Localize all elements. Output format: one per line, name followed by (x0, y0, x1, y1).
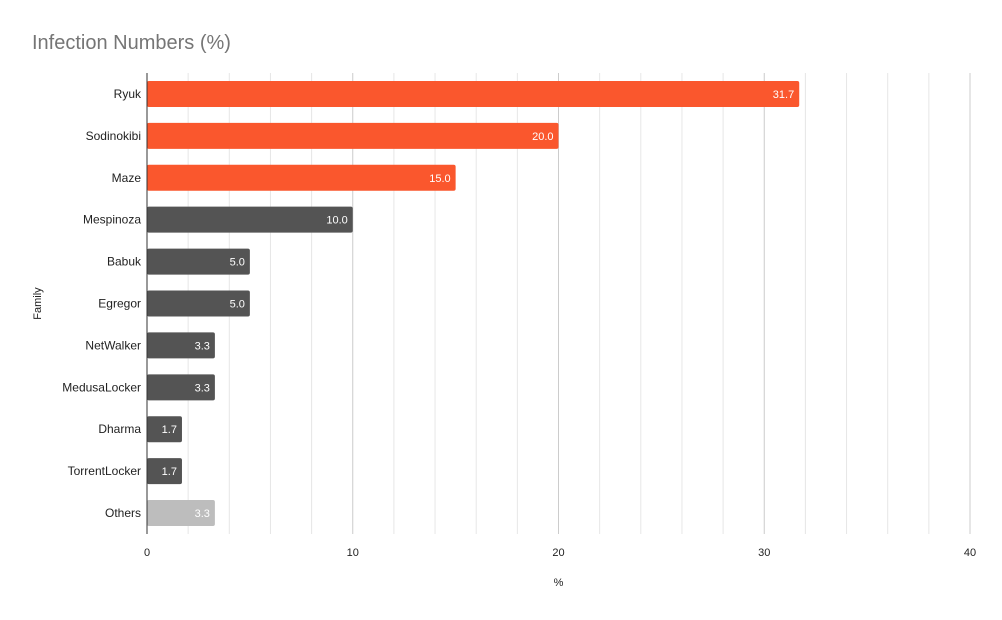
category-label: NetWalker (85, 338, 141, 352)
category-label: MedusaLocker (62, 380, 141, 394)
bar-dharma (147, 416, 182, 443)
data-label-dharma: 1.7 (162, 424, 177, 436)
data-label-babuk: 5.0 (230, 257, 245, 269)
x-tick-label: 40 (964, 547, 976, 559)
x-axis-label: % (554, 577, 564, 589)
data-label-sodinokibi: 20.0 (532, 131, 553, 143)
bar-mespinoza (147, 206, 353, 233)
category-label: Egregor (98, 297, 141, 311)
category-label: Maze (112, 171, 142, 185)
x-tick-label: 0 (144, 547, 150, 559)
category-labels: Ryuk Sodinokibi Maze Mespinoza Babuk Egregor N… (62, 87, 142, 520)
chart-title: Infection Numbers (%) (32, 32, 231, 54)
category-label: TorrentLocker (68, 464, 141, 478)
x-tick-label: 10 (347, 547, 359, 559)
data-label-torrentlocker: 1.7 (162, 466, 177, 478)
bar-others (147, 500, 215, 527)
category-label: Mespinoza (83, 213, 141, 227)
category-label: Ryuk (114, 87, 142, 101)
bar-maze (147, 164, 456, 191)
data-label-mespinoza: 10.0 (326, 215, 347, 227)
bar-medusalocker (147, 374, 215, 401)
bar-ryuk (147, 80, 800, 107)
y-axis-label: Family (32, 287, 44, 320)
data-label-ryuk: 31.7 (773, 89, 794, 101)
data-label-netwalker: 3.3 (195, 340, 210, 352)
bar-babuk (147, 248, 250, 275)
bars: 31.7 20.0 15.0 10.0 5.0 5.0 3.3 3.3 1.7 1.7 3.3 (147, 80, 800, 527)
category-label: Sodinokibi (86, 129, 141, 143)
bar-egregor (147, 290, 250, 317)
data-label-egregor: 5.0 (230, 299, 245, 311)
category-label: Babuk (107, 255, 142, 269)
category-label: Others (105, 506, 141, 520)
bar-netwalker (147, 332, 215, 359)
category-label: Dharma (98, 422, 141, 436)
gridlines (187, 73, 971, 534)
data-label-maze: 15.0 (429, 173, 450, 185)
x-tick-labels: 0 10 20 30 40 (144, 547, 976, 559)
data-label-others: 3.3 (195, 508, 210, 520)
data-label-medusalocker: 3.3 (195, 382, 210, 394)
bar-sodinokibi (147, 122, 559, 149)
x-tick-label: 30 (758, 547, 770, 559)
bar-torrentlocker (147, 458, 182, 485)
x-tick-label: 20 (552, 547, 564, 559)
